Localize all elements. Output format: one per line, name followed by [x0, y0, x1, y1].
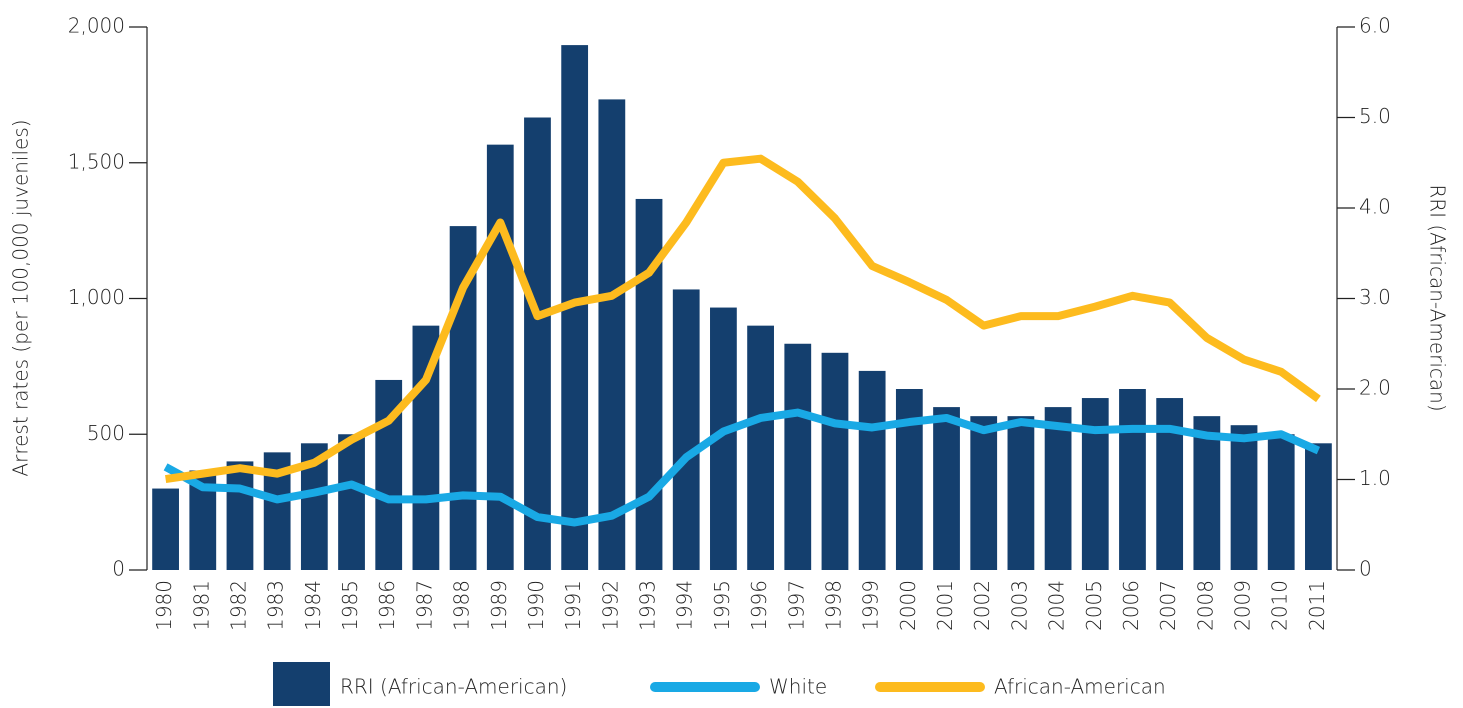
bar	[858, 370, 886, 570]
bar	[747, 325, 774, 570]
legend-label: RRI (African-American)	[340, 675, 567, 699]
bar	[152, 488, 179, 570]
x-tick-label: 1982	[226, 580, 250, 631]
x-tick-label: 1980	[152, 580, 176, 631]
bar	[226, 461, 254, 570]
y2-tick-label: 2.0	[1359, 376, 1391, 400]
x-tick-label: 2006	[1119, 580, 1143, 631]
bar	[933, 407, 960, 570]
x-tick-label: 1987	[412, 580, 436, 631]
y-tick-label: 1,500	[68, 149, 125, 173]
bar	[970, 416, 998, 570]
x-tick-label: 1992	[598, 580, 622, 631]
bar	[784, 343, 812, 570]
x-tick-label: 1985	[338, 580, 362, 631]
x-tick-label: 1996	[747, 580, 771, 631]
y2-tick-label: 1.0	[1359, 466, 1391, 490]
bar	[338, 434, 365, 570]
bar	[1156, 398, 1184, 570]
bar	[1267, 434, 1295, 570]
bar	[1230, 425, 1258, 570]
line	[165, 154, 1321, 484]
line	[163, 408, 1321, 527]
y2-tick-label: 5.0	[1359, 104, 1391, 128]
y2-tick-label: 4.0	[1359, 195, 1391, 219]
y2-tick-label: 3.0	[1359, 285, 1391, 309]
x-tick-label: 1994	[673, 580, 697, 631]
x-tick-label: 1995	[710, 580, 734, 631]
legend-label: African-American	[994, 675, 1166, 699]
x-tick-label: 2008	[1193, 580, 1217, 631]
x-tick-label: 1991	[561, 580, 585, 631]
bar	[1081, 398, 1109, 570]
bar	[598, 99, 626, 571]
bar	[1044, 407, 1072, 570]
bar	[672, 289, 700, 570]
bar	[895, 389, 923, 570]
bar	[821, 352, 849, 570]
y-tick-label: 500	[87, 421, 125, 445]
x-tick-label: 1998	[821, 580, 845, 631]
y-tick-label: 0	[112, 557, 125, 581]
x-tick-label: 2010	[1268, 580, 1292, 631]
x-tick-label: 1988	[450, 580, 474, 631]
legend-swatch	[273, 662, 330, 706]
x-tick-label: 1993	[636, 580, 660, 631]
x-tick-label: 2003	[1007, 580, 1031, 631]
bar	[1305, 443, 1332, 570]
y2-tick-label: 6.0	[1359, 14, 1391, 38]
y-axis-label: Arrest rates (per 100,000 juveniles)	[9, 119, 33, 476]
x-tick-label: 1981	[189, 580, 213, 631]
y-tick-label: 2,000	[68, 14, 125, 38]
x-tick-label: 1984	[301, 580, 325, 631]
y2-tick-label: 0	[1359, 557, 1372, 581]
x-tick-label: 2000	[896, 580, 920, 631]
y-tick-label: 1,000	[68, 285, 125, 309]
legend-label: White	[769, 675, 827, 699]
x-tick-label: 1983	[264, 580, 288, 631]
x-tick-label: 2001	[933, 580, 957, 631]
x-tick-label: 1999	[859, 580, 883, 631]
x-tick-label: 1997	[784, 580, 808, 631]
bar	[1119, 389, 1146, 570]
y2-axis-label: RRI (African-American)	[1426, 184, 1450, 411]
x-tick-label: 1990	[524, 580, 548, 631]
x-tick-label: 2009	[1231, 580, 1255, 631]
x-tick-label: 2004	[1045, 580, 1069, 631]
bar	[1193, 416, 1221, 570]
x-tick-label: 2011	[1305, 580, 1329, 631]
bar	[1007, 416, 1035, 570]
x-tick-label: 2002	[970, 580, 994, 631]
x-tick-label: 2007	[1156, 580, 1180, 631]
x-tick-label: 1986	[375, 580, 399, 631]
x-tick-label: 2005	[1082, 580, 1106, 631]
bar	[524, 117, 551, 570]
x-tick-label: 1989	[487, 580, 511, 631]
